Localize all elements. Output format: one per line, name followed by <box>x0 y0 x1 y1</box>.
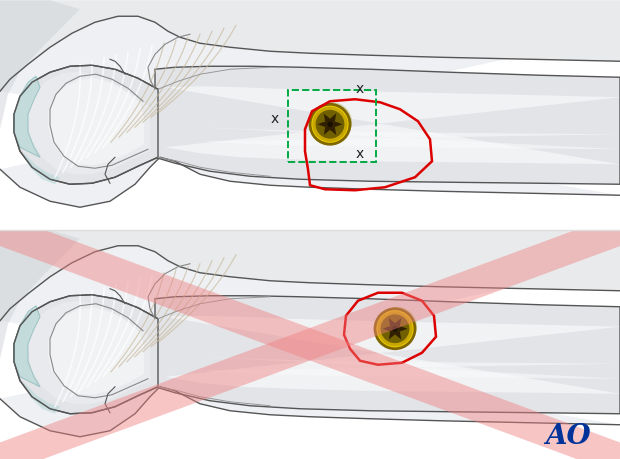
Polygon shape <box>165 86 620 164</box>
Circle shape <box>316 110 344 139</box>
Polygon shape <box>22 151 60 184</box>
Polygon shape <box>389 329 395 340</box>
Polygon shape <box>200 357 620 379</box>
Polygon shape <box>0 0 620 91</box>
Circle shape <box>378 311 412 347</box>
Circle shape <box>310 104 350 144</box>
Polygon shape <box>330 122 342 127</box>
Polygon shape <box>14 306 40 387</box>
Circle shape <box>377 307 417 347</box>
Polygon shape <box>330 124 336 135</box>
Bar <box>288 90 376 162</box>
Polygon shape <box>317 122 330 127</box>
Polygon shape <box>383 326 395 331</box>
Polygon shape <box>0 237 620 437</box>
Polygon shape <box>155 296 620 414</box>
Circle shape <box>312 106 348 142</box>
Text: x: x <box>356 82 364 96</box>
Polygon shape <box>155 66 620 184</box>
Circle shape <box>312 102 352 142</box>
Polygon shape <box>395 326 407 331</box>
Polygon shape <box>395 318 401 329</box>
Polygon shape <box>389 318 395 329</box>
Polygon shape <box>14 65 158 184</box>
Text: AO: AO <box>545 423 591 450</box>
Circle shape <box>375 309 415 349</box>
Polygon shape <box>324 124 330 135</box>
Polygon shape <box>0 0 80 129</box>
Polygon shape <box>14 295 158 414</box>
Polygon shape <box>0 230 620 321</box>
Polygon shape <box>200 127 620 149</box>
Polygon shape <box>28 71 150 174</box>
Polygon shape <box>22 381 60 414</box>
Circle shape <box>327 122 333 127</box>
Polygon shape <box>0 230 80 359</box>
Polygon shape <box>0 7 620 207</box>
Polygon shape <box>48 308 144 395</box>
Polygon shape <box>395 329 401 340</box>
Polygon shape <box>165 316 620 394</box>
Text: x: x <box>271 112 279 126</box>
Polygon shape <box>14 76 40 157</box>
Polygon shape <box>48 78 144 165</box>
Circle shape <box>381 314 409 343</box>
Polygon shape <box>28 301 150 404</box>
Circle shape <box>392 326 398 331</box>
Text: x: x <box>356 147 364 161</box>
Polygon shape <box>324 113 330 124</box>
Polygon shape <box>330 113 336 124</box>
